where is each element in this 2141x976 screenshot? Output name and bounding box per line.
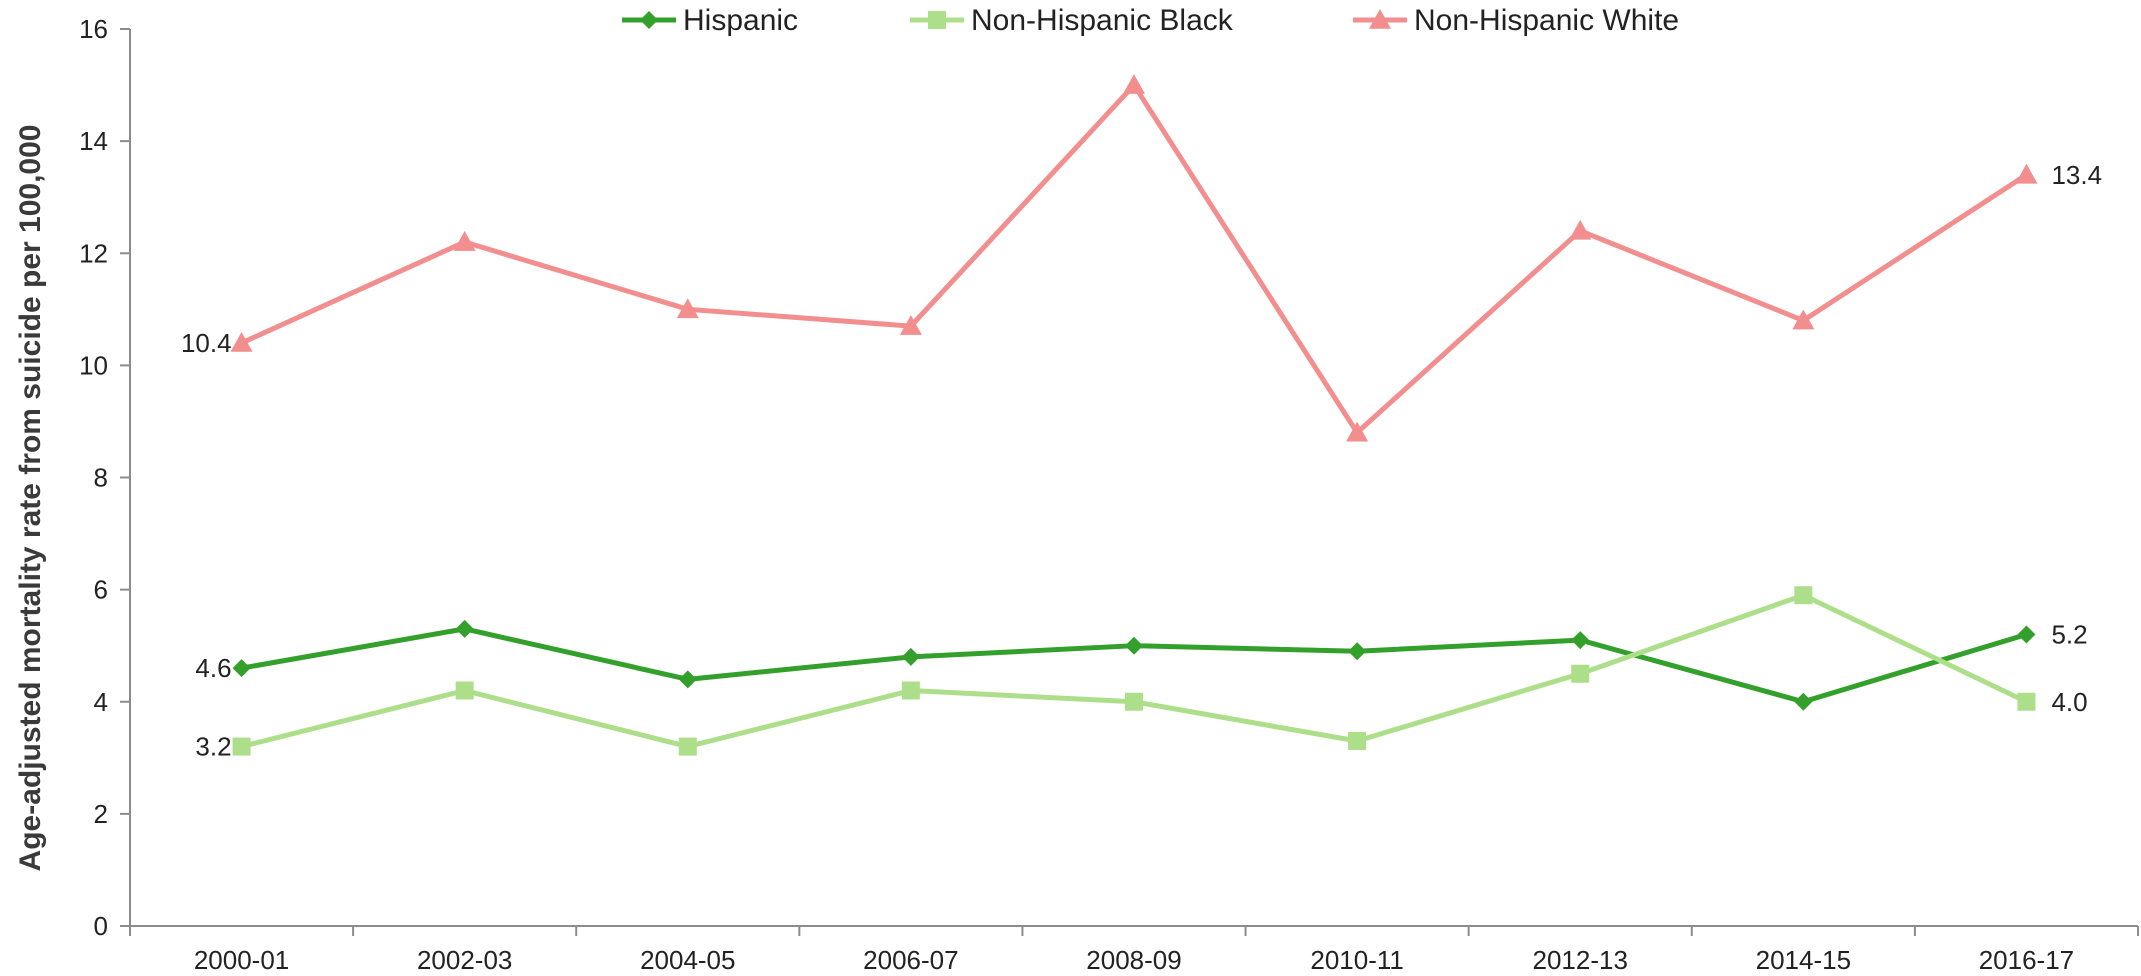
legend-item: Non-Hispanic Black [910, 4, 1234, 37]
data-point [1794, 692, 1813, 711]
legend: Hispanic Non-Hispanic Black Non-Hispanic W… [622, 4, 1679, 37]
x-tick-label: 2016-17 [1979, 945, 2074, 975]
x-tick-label: 2002-03 [417, 945, 512, 975]
axes: 0 2 4 6 8 10 12 14 16 2000-01 2002-03 2004-05 2006-0… [79, 14, 2139, 975]
legend-label: Non-Hispanic White [1414, 4, 1679, 37]
data-point [2015, 163, 2038, 184]
data-label: 4.6 [195, 653, 231, 683]
series-line [240, 82, 2028, 436]
data-point [1794, 586, 1813, 605]
data-point [899, 315, 922, 335]
legend-marker [640, 11, 658, 29]
data-point [230, 331, 253, 352]
data-point [232, 737, 251, 756]
series-hispanic: 4.6 5.2 [195, 619, 2088, 711]
data-label: 13.4 [2051, 160, 2102, 190]
series-non-hispanic-black: 3.2 4.0 [195, 586, 2088, 762]
legend-marker [928, 11, 946, 29]
y-axis-title: Age-adjusted mortality rate from suicide… [14, 125, 47, 872]
data-label: 10.4 [181, 328, 232, 358]
x-tick-label: 2006-07 [863, 945, 958, 975]
legend-marker [1369, 9, 1391, 29]
data-label: 3.2 [195, 732, 231, 762]
data-point [1792, 309, 1815, 330]
legend-label: Non-Hispanic Black [971, 4, 1234, 37]
data-point [232, 659, 251, 678]
x-tick-label: 2012-13 [1533, 945, 1628, 975]
x-tick-label: 2010-11 [1310, 945, 1404, 975]
data-point [455, 681, 474, 700]
data-point [2017, 692, 2036, 711]
y-tick-label: 8 [94, 463, 108, 493]
data-point [1569, 219, 1592, 240]
y-tick-label: 10 [79, 350, 108, 380]
data-point [1123, 74, 1145, 94]
data-point [901, 681, 920, 700]
data-label: 5.2 [2051, 619, 2087, 649]
data-point [676, 298, 699, 319]
series-layer: 4.6 5.2 3.2 4.0 10.4 13.4 [181, 74, 2102, 762]
x-tick-label: 2000-01 [194, 945, 289, 975]
legend-label: Hispanic [683, 4, 798, 37]
data-point [2017, 625, 2036, 644]
data-point [1571, 664, 1590, 683]
data-point [678, 670, 697, 689]
y-tick-label: 4 [94, 687, 108, 717]
x-tick-label: 2008-09 [1086, 945, 1181, 975]
data-point [1571, 631, 1590, 650]
x-tick-label: 2014-15 [1756, 945, 1851, 975]
y-tick-label: 2 [94, 799, 108, 829]
data-point [901, 647, 920, 666]
x-tick-label: 2004-05 [640, 945, 735, 975]
data-point [1348, 731, 1367, 750]
legend-item: Hispanic [622, 4, 798, 37]
y-tick-label: 6 [94, 575, 108, 605]
data-point [455, 619, 474, 638]
series-non-hispanic-white: 10.4 13.4 [181, 74, 2102, 442]
y-tick-label: 12 [79, 238, 108, 268]
data-point [1125, 692, 1143, 711]
legend-item: Non-Hispanic White [1353, 4, 1679, 37]
data-point [453, 231, 476, 251]
data-label: 4.0 [2051, 687, 2087, 717]
data-point [1348, 642, 1367, 661]
data-point [1346, 421, 1369, 442]
series-line [240, 592, 2028, 750]
y-tick-label: 16 [79, 14, 108, 44]
data-point [1125, 636, 1143, 655]
data-point [678, 737, 697, 756]
y-tick-label: 0 [94, 911, 108, 941]
y-tick-label: 14 [79, 126, 108, 156]
